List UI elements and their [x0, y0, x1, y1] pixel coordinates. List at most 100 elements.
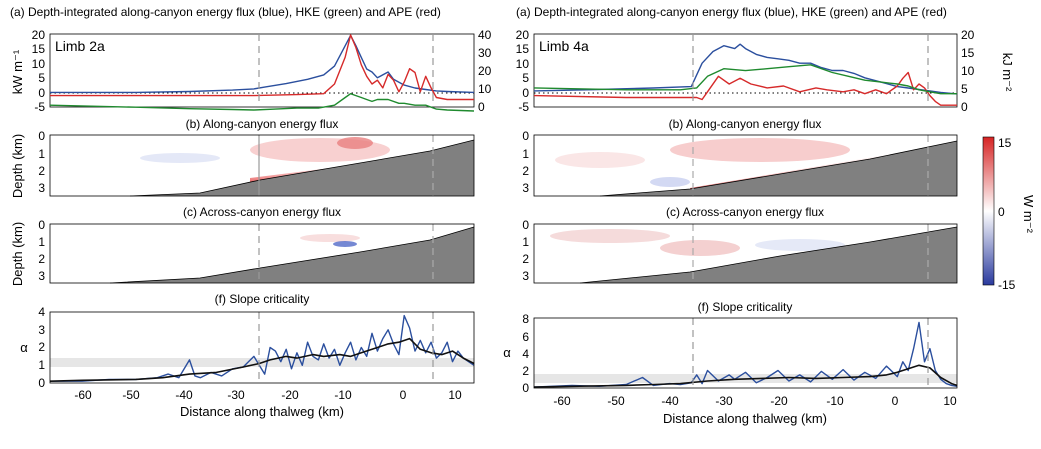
right-a-ytick-right: 10 — [961, 64, 975, 78]
left-b-red-core — [337, 137, 373, 149]
right-c-red-patch-center — [660, 240, 740, 256]
left-c-blue-patch — [333, 241, 357, 247]
left-b-blue-patch — [140, 153, 220, 163]
right-f-xtick: 10 — [943, 394, 957, 408]
left-f-xtick: -20 — [281, 388, 299, 402]
left-panel-c-title: (c) Across-canyon energy flux — [183, 205, 341, 219]
right-b-seafloor-line — [599, 140, 958, 197]
right-f-xtick: -20 — [770, 394, 788, 408]
left-a-ytick-right: 10 — [478, 82, 492, 96]
left-a-ytick: 10 — [32, 57, 46, 71]
left-c-ytick: 1 — [38, 235, 45, 249]
right-a-ytick: 10 — [516, 57, 530, 71]
right-a-ytick: 5 — [522, 71, 529, 85]
colorbar: 15 0 -15 W m⁻² — [982, 136, 1036, 292]
right-a-ytick-right: 15 — [961, 46, 975, 60]
left-a-ytick-right: 20 — [478, 64, 492, 78]
right-panel-c: 0 1 2 3 — [522, 218, 958, 284]
colorbar-tick: -15 — [998, 278, 1016, 292]
right-panel-f-title: (f) Slope criticality — [698, 300, 793, 314]
right-a-ytick-right: 20 — [961, 28, 975, 42]
left-f-ytick: 0 — [38, 376, 45, 390]
left-f-ytick: 1 — [38, 358, 45, 372]
left-b-seafloor-line — [129, 139, 475, 197]
left-f-xtick: -50 — [122, 388, 140, 402]
left-c-seafloor-line — [109, 226, 475, 284]
left-c-red-patch — [300, 234, 360, 242]
left-b-ytick: 0 — [38, 129, 45, 143]
left-panel-a: Limb 2a 20 15 10 5 0 -5 40 30 20 10 0 kW… — [10, 28, 492, 114]
right-a-ytick-right: 0 — [961, 100, 968, 114]
left-panel-c: 0 1 2 3 Depth (km) — [10, 218, 475, 286]
left-panel-a-title: (a) Depth-integrated along-canyon energy… — [10, 5, 441, 19]
left-f-ytick: 4 — [38, 305, 45, 319]
series-line-hke — [49, 92, 475, 112]
right-limb-label: Limb 4a — [539, 38, 589, 54]
left-a-ytick: 5 — [38, 71, 45, 85]
right-c-ytick: 3 — [522, 269, 529, 283]
right-a-ylabel-right: kJ m⁻² — [1000, 53, 1015, 92]
series-line-ape — [50, 34, 474, 101]
right-a-ytick: -5 — [518, 100, 529, 114]
series-line-raw — [50, 314, 475, 382]
left-f-xtick: -30 — [227, 388, 245, 402]
series-line-along-canyon-energy-flux — [533, 43, 958, 95]
left-b-ytick: 3 — [38, 181, 45, 195]
right-panel-b: 0 1 2 3 — [522, 129, 958, 197]
left-f-background — [50, 312, 474, 383]
left-panel-f: 4 3 2 1 0 α -60 -50 -40 -30 -20 -10 0 10… — [20, 305, 475, 419]
colorbar-gradient — [982, 136, 995, 286]
right-panel-b-title: (b) Along-canyon energy flux — [669, 117, 822, 131]
right-b-blue-patch — [650, 177, 690, 187]
left-a-ytick-right: 30 — [478, 46, 492, 60]
right-b-red-patch — [670, 138, 850, 162]
right-c-seafloor — [580, 227, 957, 283]
right-panel-a: Limb 4a 20 15 10 5 0 -5 20 15 10 5 0 kJ … — [516, 28, 1015, 114]
colorbar-tick: 0 — [998, 205, 1005, 219]
right-a-ytick: 20 — [516, 28, 530, 42]
left-panel-b: 0 1 2 3 Depth (km) — [10, 129, 475, 198]
left-panel-b-title: (b) Along-canyon energy flux — [186, 117, 339, 131]
left-c-ytick: 2 — [38, 252, 45, 266]
right-panel-a-title: (a) Depth-integrated along-canyon energy… — [516, 5, 947, 19]
left-b-ytick: 1 — [38, 147, 45, 161]
series-line-smoothed — [49, 337, 475, 382]
right-c-ytick: 2 — [522, 252, 529, 266]
right-f-ytick: 8 — [522, 312, 529, 326]
right-b-frame — [533, 134, 958, 197]
left-c-ylabel: Depth (km) — [10, 222, 25, 286]
right-panel-c-title: (c) Across-canyon energy flux — [666, 205, 824, 219]
left-a-ylabel: kW m⁻¹ — [10, 49, 25, 94]
left-a-ytick: 0 — [38, 86, 45, 100]
right-f-xtick: -30 — [715, 394, 733, 408]
right-b-seafloor — [600, 141, 957, 196]
left-b-frame — [49, 134, 475, 197]
left-f-xtick: -10 — [334, 388, 352, 402]
right-c-blue-patch — [755, 239, 845, 251]
left-c-ytick: 3 — [38, 269, 45, 283]
right-f-xtick: -60 — [553, 394, 571, 408]
right-a-ytick: 15 — [516, 42, 530, 56]
right-f-ylabel: α — [503, 345, 511, 360]
series-line-ape — [533, 71, 957, 106]
right-c-red-patch — [550, 229, 670, 243]
right-c-ytick: 1 — [522, 235, 529, 249]
right-b-ytick: 1 — [522, 147, 529, 161]
left-f-xtick: 10 — [448, 388, 462, 402]
series-line-along-canyon-energy-flux — [50, 34, 475, 94]
left-a-ytick: 15 — [32, 42, 46, 56]
left-a-ytick: 20 — [32, 28, 46, 42]
series-line-hke — [533, 64, 957, 95]
right-a-ytick-right: 5 — [961, 82, 968, 96]
left-f-frame — [49, 311, 475, 384]
left-f-ytick: 2 — [38, 340, 45, 354]
left-f-ytick: 3 — [38, 323, 45, 337]
left-c-ytick: 0 — [38, 218, 45, 232]
right-f-xtick: -10 — [826, 394, 844, 408]
left-b-ytick: 2 — [38, 164, 45, 178]
right-f-ytick: 2 — [522, 364, 529, 378]
left-xlabel: Distance along thalweg (km) — [180, 404, 344, 419]
right-b-ytick: 3 — [522, 181, 529, 195]
left-panel-f-title: (f) Slope criticality — [215, 292, 310, 306]
